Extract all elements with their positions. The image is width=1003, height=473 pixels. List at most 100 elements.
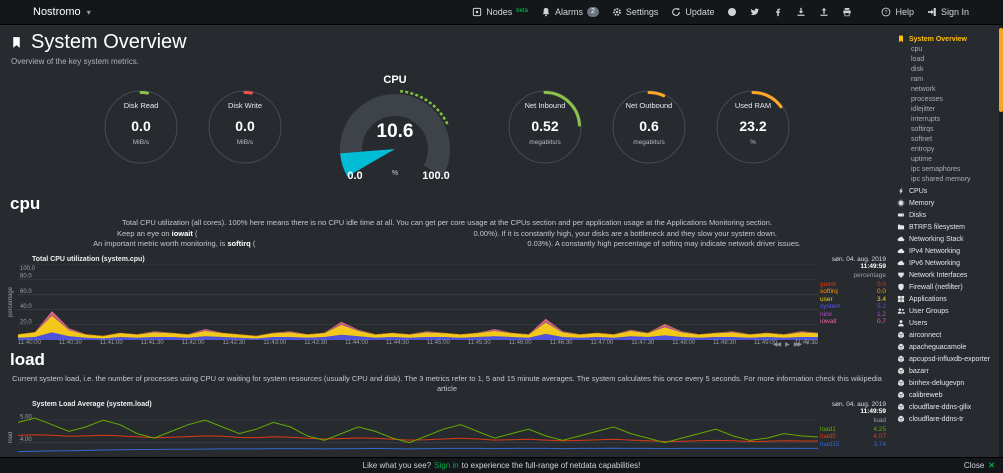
- sidebar-subitem-entropy[interactable]: entropy: [911, 146, 935, 153]
- signin-link[interactable]: Sign in: [434, 461, 459, 470]
- x-tick: 11:45:30: [467, 339, 491, 346]
- sidebar-item-applications[interactable]: Applications: [895, 294, 998, 305]
- sidebar-subitem-uptime[interactable]: uptime: [911, 156, 933, 163]
- sidebar-item-ipv4-networking[interactable]: IPv4 Networking: [895, 246, 998, 257]
- sidebar-item-cloudflare-ddns-gllix[interactable]: cloudflare-ddns-gllix: [895, 402, 998, 413]
- node-menu[interactable]: Nostromo ▾: [10, 4, 91, 21]
- svg-text:Net Inbound: Net Inbound: [525, 101, 566, 110]
- sidebar-item-label: Disks: [909, 212, 927, 219]
- gauge-net-outbound[interactable]: Net Outbound 0.6 megabits/s: [610, 88, 688, 171]
- topbar-item-settings[interactable]: Settings: [612, 7, 658, 17]
- sidebar-item-calibreweb[interactable]: calibreweb: [895, 390, 998, 401]
- legend-entry-value: 4.25: [873, 425, 886, 433]
- signin-banner: Like what you see? Sign in to experience…: [0, 457, 1003, 473]
- zoom-in-icon[interactable]: +: [805, 340, 809, 347]
- sidebar-item-firewall-netfilter[interactable]: Firewall (netfilter): [895, 282, 998, 293]
- zoom-out-icon[interactable]: −: [813, 340, 816, 347]
- legend-entry-iowait[interactable]: iowait 0.7: [820, 318, 886, 326]
- sidebar-item-label: Network Interfaces: [909, 272, 968, 279]
- help-icon: ?: [881, 7, 891, 17]
- sidebar-item-bazarr[interactable]: bazarr: [895, 366, 998, 377]
- sidebar-subitem-idlejitter[interactable]: idlejitter: [911, 106, 936, 113]
- gear-icon: [612, 7, 622, 17]
- sidebar-item-ipv6-networking[interactable]: IPv6 Networking: [895, 258, 998, 269]
- legend-entry-system[interactable]: system 5.2: [820, 303, 886, 311]
- gauge-disk-read[interactable]: Disk Read 0.0 MiB/s: [102, 88, 180, 171]
- scrollbar-thumb[interactable]: [999, 28, 1003, 112]
- x-tick: 11:41:30: [140, 339, 164, 346]
- legend-entry-user[interactable]: user 3.4: [820, 296, 886, 304]
- x-tick: 11:47:00: [590, 339, 614, 346]
- sidebar-item-system-overview[interactable]: System Overview: [895, 34, 998, 45]
- x-tick: 11:44:30: [386, 339, 409, 346]
- help-label: Help: [895, 7, 914, 17]
- sidebar-subitem-interrupts[interactable]: interrupts: [911, 116, 941, 123]
- sidebar-item-user-groups[interactable]: User Groups: [895, 306, 998, 317]
- topbar-button-facebook[interactable]: [773, 7, 783, 17]
- cpu-plot[interactable]: 100.080.060.040.020.00.0: [18, 263, 818, 340]
- legend-entry-load15[interactable]: load15 3.74: [820, 441, 886, 449]
- sidebar-item-network-interfaces[interactable]: Network Interfaces: [895, 270, 998, 281]
- legend-entry-load1[interactable]: load1 4.25: [820, 426, 886, 434]
- pan-forward-icon[interactable]: ▶▶: [793, 341, 802, 348]
- scrollbar-track[interactable]: [999, 25, 1003, 457]
- banner-text-post: to experience the full-range of netdata …: [461, 461, 641, 470]
- topbar-button-twitter[interactable]: [750, 7, 760, 17]
- wikipedia-link[interactable]: wikipedia article: [436, 373, 882, 394]
- legend-entry-load5[interactable]: load5 4.07: [820, 433, 886, 441]
- sidebar-item-memory[interactable]: Memory: [895, 198, 998, 209]
- sidebar-item-networking-stack[interactable]: Networking Stack: [895, 234, 998, 245]
- topbar-button-import-snapshot[interactable]: [796, 7, 806, 17]
- sidebar-subitem-softnet[interactable]: softnet: [911, 136, 933, 143]
- cpu-legend-entries: guest 0.0 softirq 0.0 user 3.4 system 5.2 nice 1.…: [820, 281, 886, 326]
- sidebar-item-apacheguacamole[interactable]: apacheguacamole: [895, 342, 998, 353]
- topbar-button-print[interactable]: [842, 7, 852, 17]
- x-tick: 11:41:00: [99, 339, 123, 346]
- sidebar-subitem-cpu[interactable]: cpu: [911, 46, 923, 53]
- sidebar-item-cpus[interactable]: CPUs: [895, 186, 998, 197]
- banner-close-button[interactable]: Close ✕: [964, 461, 995, 470]
- sidebar-item-label: Firewall (netfilter): [909, 284, 963, 291]
- sidebar-subitem-load[interactable]: load: [911, 56, 925, 63]
- topbar-item-signin[interactable]: Sign In: [927, 7, 969, 17]
- facebook-icon: [773, 7, 783, 17]
- sidebar-subitem-network[interactable]: network: [911, 86, 936, 93]
- sidebar-item-users[interactable]: Users: [895, 318, 998, 329]
- play-icon[interactable]: ▶: [785, 341, 790, 348]
- sidebar-item-binhex-delugevpn[interactable]: binhex-delugevpn: [895, 378, 998, 389]
- sidebar-subitem-disk[interactable]: disk: [911, 66, 924, 73]
- pan-backward-icon[interactable]: ◀◀: [772, 341, 781, 348]
- sidebar-item-label: CPUs: [909, 188, 928, 195]
- sidebar-subitem-processes[interactable]: processes: [911, 96, 943, 103]
- topbar-button-export-snapshot[interactable]: [819, 7, 829, 17]
- topbar-item-help[interactable]: ? Help: [881, 7, 914, 17]
- topbar-item-nodes[interactable]: Nodes beta: [472, 7, 528, 17]
- gauge-used-ram[interactable]: Used RAM 23.2%: [714, 88, 792, 171]
- legend-entry-guest[interactable]: guest 0.0: [820, 281, 886, 289]
- sidebar-subitem-ipc-shared-memory[interactable]: ipc shared memory: [911, 176, 971, 183]
- cpu-chart-area: percentage 100.080.060.040.020.00.0: [8, 263, 818, 340]
- sidebar-item-disks[interactable]: Disks: [895, 210, 998, 221]
- gauge-disk-write[interactable]: Disk Write 0.0 MiB/s: [206, 88, 284, 171]
- sidebar-subitem-softirqs[interactable]: softirqs: [911, 126, 934, 133]
- gauge-net-inbound[interactable]: Net Inbound 0.52 megabits/s: [506, 88, 584, 171]
- bell-icon: [541, 7, 551, 17]
- svg-text:0.52: 0.52: [531, 118, 558, 134]
- gauge-cpu[interactable]: CPU 10.6 0.0 100.0%: [310, 71, 480, 188]
- topbar-item-alarms[interactable]: Alarms 2: [541, 7, 599, 17]
- legend-entry-nice[interactable]: nice 1.2: [820, 311, 886, 319]
- cloud-icon: [897, 247, 905, 255]
- sidebar-item-btrfs-filesystem[interactable]: BTRFS filesystem: [895, 222, 998, 233]
- svg-text:80.0: 80.0: [20, 273, 32, 279]
- legend-entry-softirq[interactable]: softirq 0.0: [820, 288, 886, 296]
- load-plot[interactable]: 5.004.003.00: [18, 409, 818, 458]
- sidebar-subitem-ram[interactable]: ram: [911, 76, 924, 83]
- topbar-item-update[interactable]: Update: [671, 7, 714, 17]
- sidebar-item-airconnect[interactable]: airconnect: [895, 330, 998, 341]
- topbar-button-github[interactable]: [727, 7, 737, 17]
- sidebar-item-apcupsd-influxdb-exporter[interactable]: apcupsd-influxdb-exporter: [895, 354, 998, 365]
- sidebar-subitem-ipc-semaphores[interactable]: ipc semaphores: [911, 166, 961, 173]
- svg-text:100.0: 100.0: [422, 170, 450, 182]
- sidebar-item-cloudflare-ddns-tr[interactable]: cloudflare-ddns-tr: [895, 414, 998, 425]
- cpu-chart-legend: søn. 04. aug. 2019 11:49:59 percentage g…: [820, 256, 886, 326]
